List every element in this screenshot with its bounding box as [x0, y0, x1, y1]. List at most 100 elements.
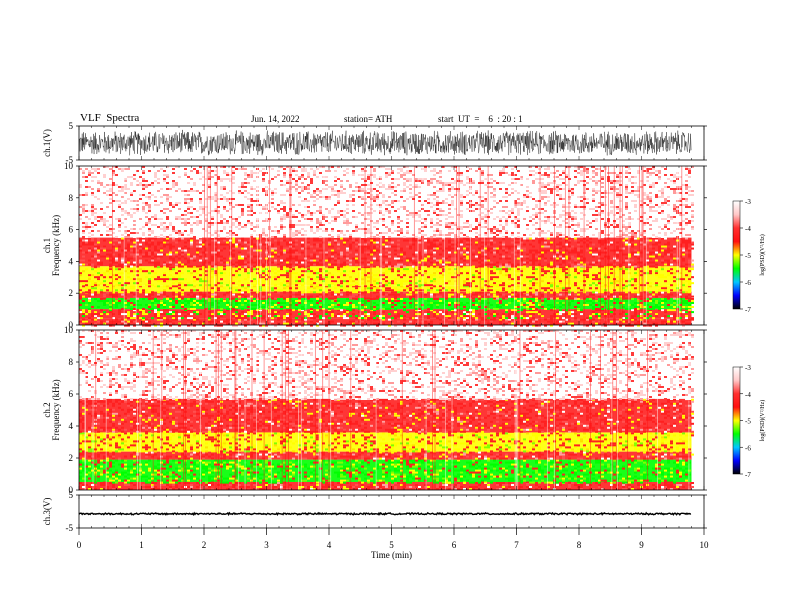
ch1-spectrogram-cell [133, 270, 136, 273]
ch1-spectrogram-cell [466, 307, 469, 310]
ch1-spectrogram-cell [520, 251, 523, 254]
ch1-spectrogram-cell [439, 253, 442, 256]
ch1-spectrogram-cell [568, 287, 571, 290]
ch1-spectrogram-cell [622, 320, 625, 323]
ch1-spectrogram-cell [172, 276, 175, 279]
ch1-spectrogram-cell [187, 299, 190, 302]
ch1-spectrogram-cell [205, 274, 208, 277]
ch1-spectrogram-cell [343, 313, 346, 316]
ch1-spectrogram-cell [598, 237, 601, 240]
ch1-spectrogram-cell [319, 289, 322, 292]
ch1-spectrogram-cell [190, 237, 193, 240]
ch1-spectrogram-cell [238, 172, 241, 174]
ch1-spectrogram-cell [127, 324, 130, 327]
ch1-spectrogram-cell [541, 322, 544, 325]
ch1-spectrogram-cell [523, 255, 526, 258]
ch1-spectrogram-cell [226, 303, 229, 306]
ch1-spectrogram-cell [310, 270, 313, 273]
ch1-spectrogram-cell [424, 324, 427, 327]
ch1-spectrogram-cell [445, 282, 448, 285]
ch1-spectrogram-cell [352, 303, 355, 306]
ch1-spectrogram-cell [415, 301, 418, 304]
ch1-spectrogram-cell [148, 295, 151, 298]
ch1-spectrogram-cell [310, 295, 313, 298]
ch1-spectrogram-cell [508, 278, 511, 281]
ch1-spectrogram-cell [484, 284, 487, 287]
ch1-spectrogram-cell [295, 249, 298, 252]
ch1-spectrogram-cell [442, 237, 445, 240]
ch1-spectrogram-cell [94, 291, 97, 294]
ch1-spectrogram-cell [664, 311, 667, 314]
ch1-spectrogram-cell [148, 249, 151, 252]
ch1-spectrogram-cell [328, 259, 331, 262]
ch1-spectrogram-cell [433, 168, 436, 170]
ch1-spectrogram-cell [157, 266, 160, 269]
ch1-spectrogram-cell [100, 263, 103, 266]
ch1-spectrogram-cell [505, 295, 508, 298]
ch1-spectrogram-cell [481, 249, 484, 252]
ch1-spectrogram-cell [556, 320, 559, 323]
ch1-spectrogram-cell [97, 263, 100, 266]
ch1-spectrogram-cell [367, 280, 370, 283]
ch1-spectrogram-cell [430, 249, 433, 252]
ch1-spectrogram-cell [529, 249, 532, 252]
ch1-spectrogram-cell [544, 239, 547, 242]
ch1-spectrogram-cell [574, 317, 577, 320]
ch1-spectrogram-cell [421, 309, 424, 312]
ch1-spectrogram-cell [274, 259, 277, 262]
ch1-spectrogram-cell [283, 270, 286, 273]
ch1-spectrogram-cell [556, 301, 559, 304]
ch1-spectrogram-cell [610, 272, 613, 275]
ch1-spectrogram-cell [583, 318, 586, 321]
ch1-spectrogram-cell [331, 311, 334, 314]
ch1-spectrogram-cell [502, 284, 505, 287]
ch1-spectrogram-cell [277, 270, 280, 273]
ch1-spectrogram-cell [235, 324, 238, 327]
ch1-spectrogram-cell [682, 268, 685, 271]
ch1-spectrogram-cell [328, 289, 331, 292]
ch1-spectrogram-cell [373, 245, 376, 248]
ch1-spectrogram-cell [409, 297, 412, 300]
ch1-spectrogram-cell [187, 318, 190, 321]
ch1-spectrogram-cell [112, 239, 115, 242]
ch1-spectrogram-cell [526, 255, 529, 258]
ch1-spectrogram-cell [634, 307, 637, 310]
ch1-spectrogram-cell [325, 270, 328, 273]
ch1-spectrogram-cell [283, 247, 286, 250]
ch1-spectrogram-cell [562, 274, 565, 277]
ch1-spectrogram-cell [493, 241, 496, 244]
ch1-spectrogram-cell [688, 299, 691, 302]
ch1-spectrogram-cell [517, 293, 520, 296]
ch1-spectrogram-cell [163, 263, 166, 266]
ch1-spectrogram-cell [121, 249, 124, 252]
ch1-spectrogram-cell [430, 291, 433, 294]
ch1-spectrogram-cell [175, 253, 178, 256]
ch1-spectrogram-cell [412, 261, 415, 264]
ch1-spectrogram-cell [196, 272, 199, 275]
ch1-spectrogram-cell [586, 291, 589, 294]
ch1-spectrogram-cell [325, 291, 328, 294]
ch1-spectrogram-cell [190, 305, 193, 308]
ch1-spectrogram-cell [85, 280, 88, 283]
ch1-spectrogram-cell [163, 305, 166, 308]
ch1-spectrogram-cell [592, 243, 595, 246]
ch1-spectrogram-cell [361, 289, 364, 292]
ch1-spectrogram-cell [610, 270, 613, 273]
ch1-spectrogram-cell [154, 261, 157, 264]
ch1-spectrogram-cell [112, 166, 115, 168]
ch1-spectrogram-cell [223, 268, 226, 271]
ch1-spectrogram-cell [502, 324, 505, 327]
ch1-spectrogram-cell [679, 255, 682, 258]
ch1-spectrogram-cell [652, 293, 655, 296]
ch1-spectrogram-cell [577, 251, 580, 254]
ch1-spectrogram-cell [625, 320, 628, 323]
ch1-spectrogram-cell [652, 307, 655, 310]
ch1-spectrogram-cell [175, 278, 178, 281]
ch1-spectrogram-cell [361, 324, 364, 327]
ch1-spectrogram-cell [592, 313, 595, 316]
ch1-spectrogram-cell [178, 261, 181, 264]
ch1-spectrogram-cell [82, 295, 85, 298]
ch1-spectrogram-cell [526, 170, 529, 172]
ch1-spectrogram-cell [289, 274, 292, 277]
ch1-spectrogram-cell [148, 255, 151, 258]
